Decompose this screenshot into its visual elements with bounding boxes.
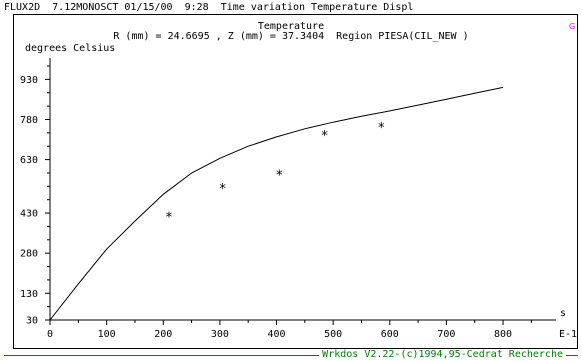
data-marker: * bbox=[165, 211, 173, 226]
x-tick-label: 300 bbox=[211, 329, 229, 340]
data-marker: * bbox=[275, 168, 283, 183]
y-tick-label: 30 bbox=[26, 316, 38, 327]
y-tick-label: 630 bbox=[20, 155, 38, 166]
temperature-curve bbox=[49, 86, 504, 321]
x-axis-unit-label: s bbox=[560, 308, 567, 319]
footer-divider bbox=[4, 355, 578, 356]
y-tick-label: 280 bbox=[20, 249, 38, 260]
x-tick-label: 0 bbox=[47, 329, 53, 340]
x-tick-label: 200 bbox=[154, 329, 172, 340]
y-tick-label: 780 bbox=[20, 115, 38, 126]
x-tick-label: 500 bbox=[324, 329, 342, 340]
x-tick-label: 400 bbox=[267, 329, 285, 340]
data-marker: * bbox=[321, 129, 329, 144]
y-tick-label: 930 bbox=[20, 75, 38, 86]
window-header: FLUX2D 7.12MONOSCT 01/15/00 9:28 Time va… bbox=[4, 2, 414, 13]
x-exponent-label: E-1 bbox=[559, 329, 577, 340]
footer-text: Wrkdos V2.22-(c)1994,95-Cedrat Recherche bbox=[319, 349, 566, 361]
x-tick-label: 700 bbox=[437, 329, 455, 340]
corner-flag: G bbox=[569, 22, 576, 31]
plot-title: Temperature bbox=[257, 21, 325, 32]
footer: Wrkdos V2.22-(c)1994,95-Cedrat Recherche bbox=[0, 349, 582, 362]
x-tick-label: 800 bbox=[494, 329, 512, 340]
data-marker: * bbox=[377, 121, 385, 136]
x-tick-label: 100 bbox=[98, 329, 116, 340]
y-tick-label: 130 bbox=[20, 289, 38, 300]
plot-subtitle: R (mm) = 24.6695 , Z (mm) = 37.3404 Regi… bbox=[113, 31, 469, 42]
plot-frame bbox=[13, 14, 578, 349]
y-axis-unit-label: degrees Celsius bbox=[25, 43, 116, 54]
x-tick-label: 600 bbox=[381, 329, 399, 340]
data-marker: * bbox=[219, 182, 227, 197]
y-tick-label: 430 bbox=[20, 209, 38, 220]
